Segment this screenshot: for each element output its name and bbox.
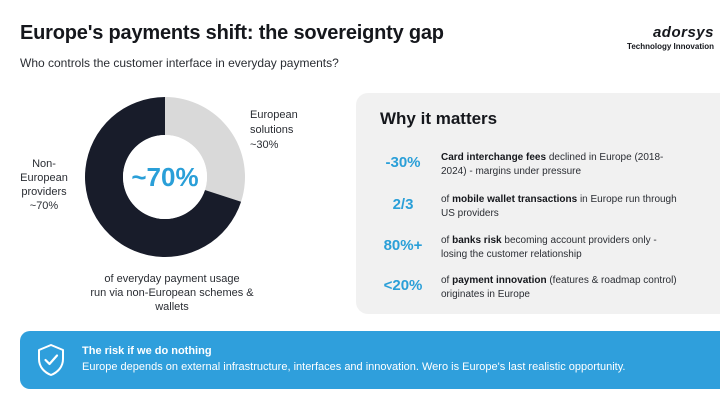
stat-line2: 2024) - margins under pressure xyxy=(441,166,582,177)
stat-prefix: of xyxy=(441,194,453,205)
stat-text: of mobile wallet transactions in Europe … xyxy=(441,193,709,221)
stat-text: of banks risk becoming account providers… xyxy=(441,234,709,262)
stat-prefix: of xyxy=(441,235,453,246)
stat-row: <20% of payment innovation (features & r… xyxy=(356,274,720,314)
chart-caption-line: wallets xyxy=(155,301,189,313)
stat-rest: declined in Europe (2018- xyxy=(546,152,664,163)
donut-center-label: ~70% xyxy=(131,161,199,192)
european-label-line: ~30% xyxy=(250,139,279,151)
european-label-line: European xyxy=(250,109,298,121)
brand-tagline: Technology Innovation xyxy=(627,42,714,51)
shield-check-icon xyxy=(38,344,64,376)
stat-highlight: payment innovation xyxy=(452,275,547,286)
stat-rest: in Europe run through xyxy=(577,194,677,205)
stat-text: of payment innovation (features & roadma… xyxy=(441,274,709,302)
non-european-label-line: ~70% xyxy=(29,200,59,212)
stat-highlight: Card interchange fees xyxy=(441,152,547,163)
chart-caption-line: of everyday payment usage xyxy=(104,273,240,285)
brand-logo: adorsys Technology Innovation xyxy=(627,24,714,51)
stat-prefix: of xyxy=(441,275,453,286)
banner-title: The risk if we do nothing xyxy=(82,345,212,357)
brand-logo-text: adorsys xyxy=(652,24,714,41)
donut-chart: ~70% xyxy=(84,96,246,258)
page-title: Europe's payments shift: the sovereignty… xyxy=(20,22,444,44)
european-label: European solutions ~30% xyxy=(250,108,298,153)
stat-rest: (features & roadmap control) xyxy=(546,275,677,286)
european-label-line: solutions xyxy=(250,124,294,136)
why-it-matters-panel: Why it matters -30% Card interchange fee… xyxy=(356,93,720,314)
stat-highlight: mobile wallet transactions xyxy=(452,194,578,205)
non-european-label: Non- European providers ~70% xyxy=(14,157,74,213)
stat-line2: originates in Europe xyxy=(441,289,530,300)
stat-line2: losing the customer relationship xyxy=(441,249,582,260)
stat-value: -30% xyxy=(385,154,421,171)
chart-caption-line: run via non-European schemes & xyxy=(90,287,254,299)
non-european-label-line: European xyxy=(20,172,68,184)
stat-value: <20% xyxy=(383,277,423,294)
stat-value: 80%+ xyxy=(383,237,423,254)
page-subtitle: Who controls the customer interface in e… xyxy=(20,56,339,70)
donut-hole xyxy=(123,135,207,219)
stat-row: 2/3 of mobile wallet transactions in Eur… xyxy=(356,193,720,233)
stat-row: -30% Card interchange fees declined in E… xyxy=(356,151,720,191)
risk-banner: The risk if we do nothing Europe depends… xyxy=(20,331,720,389)
stat-line2: US providers xyxy=(441,208,499,219)
stat-rest: becoming account providers only - xyxy=(501,235,657,246)
banner-text: Europe depends on external infrastructur… xyxy=(82,361,626,373)
donut-svg xyxy=(85,97,245,257)
donut-slice-european-solutions xyxy=(165,97,245,202)
stat-value: 2/3 xyxy=(392,196,414,213)
stat-highlight: banks risk xyxy=(452,235,502,246)
panel-title: Why it matters xyxy=(380,109,498,128)
chart-caption: of everyday payment usage run via non-Eu… xyxy=(84,272,260,314)
donut-slice-non-european-providers xyxy=(85,97,242,257)
non-european-label-line: Non- xyxy=(32,158,56,170)
stat-row: 80%+ of banks risk becoming account prov… xyxy=(356,234,720,274)
non-european-label-line: providers xyxy=(21,186,67,198)
stat-text: Card interchange fees declined in Europe… xyxy=(441,151,709,179)
